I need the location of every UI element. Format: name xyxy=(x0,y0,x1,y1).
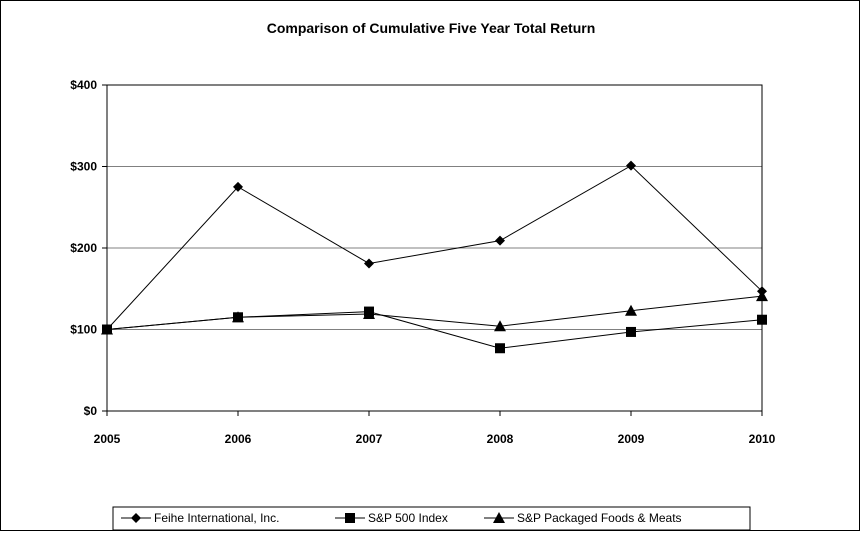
data-point-s-p-packaged-foods-meats xyxy=(363,308,375,320)
legend-label: S&P Packaged Foods & Meats xyxy=(517,511,682,525)
x-tick-label: 2007 xyxy=(356,432,383,446)
x-tick-label: 2009 xyxy=(618,432,645,446)
y-tick-label: $300 xyxy=(70,160,97,174)
data-point-s-p-packaged-foods-meats xyxy=(756,290,768,302)
data-point-s-p-500-index xyxy=(757,314,767,325)
x-tick-label: 2006 xyxy=(225,432,252,446)
data-point-feihe-international-inc xyxy=(495,235,505,246)
x-tick-label: 2005 xyxy=(94,432,121,446)
data-point-s-p-packaged-foods-meats xyxy=(101,323,113,335)
chart-title: Comparison of Cumulative Five Year Total… xyxy=(267,20,596,36)
y-tick-label: $100 xyxy=(70,323,97,337)
y-tick-label: $200 xyxy=(70,241,97,255)
data-point-s-p-500-index xyxy=(626,326,636,337)
data-point-feihe-international-inc xyxy=(626,160,636,171)
legend-marker-square xyxy=(345,513,355,523)
data-point-feihe-international-inc xyxy=(233,181,243,192)
data-point-s-p-packaged-foods-meats xyxy=(494,320,506,332)
data-point-s-p-packaged-foods-meats xyxy=(232,311,244,323)
series-lines xyxy=(101,160,768,354)
gridlines xyxy=(107,166,762,330)
legend-marker-diamond xyxy=(131,513,141,523)
data-point-s-p-packaged-foods-meats xyxy=(625,304,637,316)
x-axis-ticks: 2005 2006 2007 2008 2009 2010 xyxy=(94,411,776,446)
legend: Feihe International, Inc. S&P 500 Index S&… xyxy=(112,506,751,531)
legend-item-s-p-500-index: S&P 500 Index xyxy=(335,511,448,525)
series-s-p-packaged-foods-meats xyxy=(101,290,768,335)
legend-item-s-p-packaged-foods-meats: S&P Packaged Foods & Meats xyxy=(484,511,682,525)
legend-box xyxy=(112,506,751,531)
x-tick-label: 2010 xyxy=(749,432,776,446)
data-point-feihe-international-inc xyxy=(364,258,374,269)
y-tick-label: $0 xyxy=(84,404,98,418)
legend-label: S&P 500 Index xyxy=(368,511,448,525)
data-point-s-p-500-index xyxy=(495,343,505,354)
legend-label: Feihe International, Inc. xyxy=(154,511,279,525)
y-axis-ticks: $0 $100 $200 $300 $400 xyxy=(70,78,107,418)
legend-item-feihe-international-inc: Feihe International, Inc. xyxy=(121,511,279,525)
series-line-s-p-packaged-foods-meats xyxy=(106,295,763,330)
series-line-feihe-international-inc xyxy=(106,165,763,330)
y-tick-label: $400 xyxy=(70,78,97,92)
legend-marker-triangle xyxy=(493,512,505,523)
x-tick-label: 2008 xyxy=(487,432,514,446)
